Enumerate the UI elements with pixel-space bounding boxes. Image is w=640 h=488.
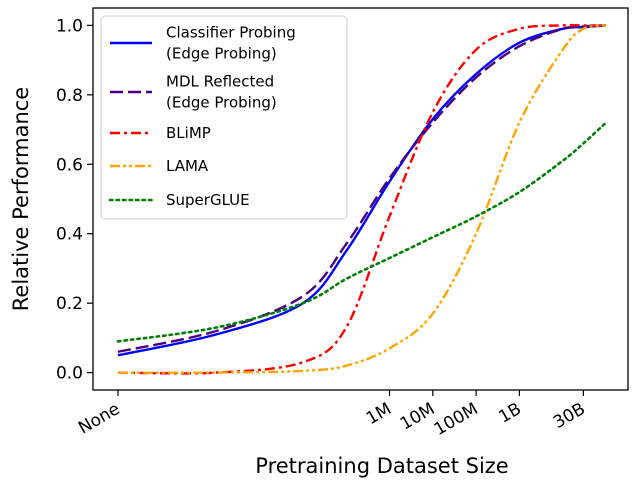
legend-label-1: Classifier Probing (Edge Probing) — [166, 24, 296, 63]
series-line-3 — [117, 23, 606, 375]
y-tick-label: 0.8 — [56, 86, 83, 106]
y-tick-label: 0.6 — [56, 155, 83, 175]
x-tick-label: 1B — [495, 399, 524, 428]
y-tick-label: 1.0 — [56, 16, 83, 36]
y-axis-title: Relative Performance — [9, 87, 33, 311]
x-tick-label: None — [75, 399, 123, 439]
x-tick-label: 100M — [431, 399, 482, 440]
legend-box — [100, 15, 348, 220]
legend: Classifier Probing (Edge Probing) MDL Refl… — [100, 15, 348, 220]
series-layer — [116, 23, 608, 375]
legend-label-3: BLiMP — [166, 124, 211, 142]
plot-frame — [92, 7, 629, 391]
y-tick-label: 0.4 — [56, 225, 83, 245]
legend-label-4: LAMA — [166, 157, 209, 175]
y-tick-label: 0.0 — [56, 364, 83, 384]
legend-label-2: MDL Reflected (Edge Probing) — [166, 73, 277, 112]
y-tick-label: 0.2 — [56, 294, 83, 314]
x-tick-label: 10M — [397, 399, 438, 434]
series-line-4 — [117, 24, 607, 374]
series-line-5 — [116, 121, 608, 343]
series-line-2 — [117, 24, 607, 353]
legend-label-5: SuperGLUE — [166, 191, 250, 209]
x-tick-label: 1M — [363, 399, 395, 429]
x-tick-label: 30B — [550, 399, 589, 433]
y-axis: 0.0 0.2 0.4 0.6 0.8 1.0 — [56, 16, 93, 384]
x-axis-title: Pretraining Dataset Size — [255, 454, 508, 478]
